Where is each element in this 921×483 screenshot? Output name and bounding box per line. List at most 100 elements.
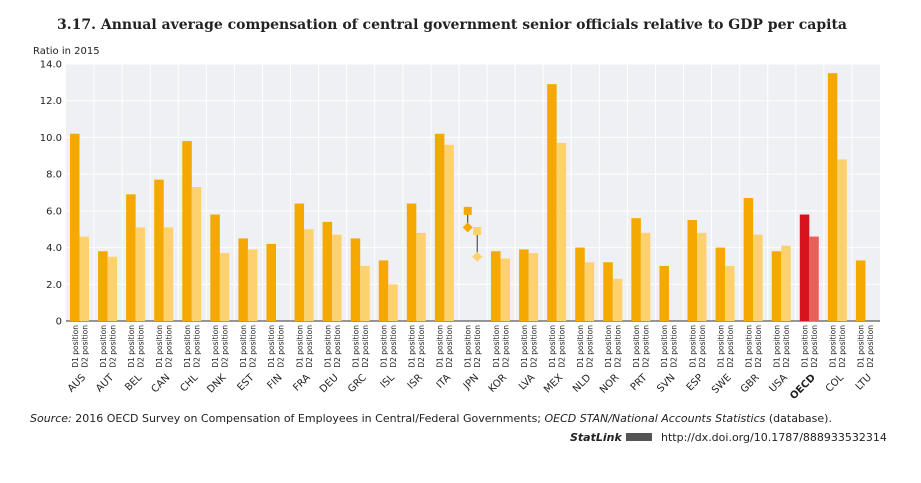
bar xyxy=(781,245,791,321)
series-sublabel: D2 position xyxy=(866,325,875,368)
series-sublabel: D2 position xyxy=(670,325,679,368)
series-sublabel: D2 position xyxy=(614,325,623,368)
x-tick-label: ITA xyxy=(435,372,454,391)
bar xyxy=(725,265,735,321)
x-tick-label: JPN xyxy=(461,372,481,392)
series-sublabel: D2 position xyxy=(193,325,202,368)
series-sublabel: D2 position xyxy=(642,325,651,368)
source-text: OECD STAN/National Accounts Statistics xyxy=(545,412,766,425)
bar xyxy=(304,229,314,321)
x-tick-label: DEU xyxy=(318,372,341,395)
series-sublabel: D2 position xyxy=(782,325,791,368)
series-sublabel: D1 position xyxy=(408,325,417,368)
x-tick-label: AUT xyxy=(94,372,117,395)
series-sublabel: D2 position xyxy=(698,325,707,368)
bar xyxy=(584,262,595,321)
x-tick-label: BEL xyxy=(123,372,144,393)
series-sublabel: D1 position xyxy=(183,325,192,368)
series-sublabel: D1 position xyxy=(548,325,557,368)
x-tick-label: OECD xyxy=(788,372,818,402)
x-tick-label: SWE xyxy=(710,372,734,396)
series-sublabel: D1 position xyxy=(492,325,501,368)
series-sublabel: D1 position xyxy=(464,325,473,368)
x-tick-label: NOR xyxy=(598,372,622,396)
bar xyxy=(416,232,426,321)
bar xyxy=(659,265,669,321)
x-tick-label: DNK xyxy=(205,372,228,395)
bar xyxy=(294,203,305,321)
series-sublabel: D2 position xyxy=(501,325,510,368)
series-sublabel: D1 position xyxy=(380,325,389,368)
x-tick-label: FIN xyxy=(265,372,284,391)
bar xyxy=(687,220,698,321)
y-tick-label: 6.0 xyxy=(46,206,62,217)
bar xyxy=(210,214,220,321)
y-tick-label: 10.0 xyxy=(40,133,62,144)
y-tick-label: 14.0 xyxy=(40,60,62,71)
range-high-marker xyxy=(463,206,472,215)
bar xyxy=(799,214,810,321)
series-sublabel: D2 position xyxy=(585,325,594,368)
bar xyxy=(332,234,342,321)
bar xyxy=(388,284,398,321)
x-tick-label: LTU xyxy=(854,372,874,392)
bar xyxy=(434,133,445,321)
series-sublabel: D1 position xyxy=(99,325,108,368)
bar xyxy=(519,249,529,321)
range-low-marker xyxy=(462,222,473,233)
x-tick-label: FRA xyxy=(291,372,312,393)
bar xyxy=(837,159,847,321)
series-sublabel: D2 position xyxy=(333,325,342,368)
source-text: (database). xyxy=(765,412,832,425)
bar xyxy=(378,260,389,321)
series-sublabel: D1 position xyxy=(716,325,725,368)
series-sublabel: D1 position xyxy=(801,325,810,368)
series-sublabel: D2 position xyxy=(249,325,258,368)
bar xyxy=(640,232,651,321)
series-sublabel: D2 position xyxy=(726,325,735,368)
bar xyxy=(612,278,623,321)
series-sublabel: D2 position xyxy=(277,325,286,368)
bar xyxy=(753,234,763,321)
bar xyxy=(70,133,80,321)
source-label: Source: xyxy=(30,412,72,425)
series-sublabel: D2 position xyxy=(810,325,819,368)
series-sublabel: D2 position xyxy=(361,325,370,368)
series-sublabel: D1 position xyxy=(520,325,529,368)
range-high-marker xyxy=(473,227,482,236)
series-sublabel: D2 position xyxy=(754,325,763,368)
x-tick-label: CAN xyxy=(150,372,173,395)
series-sublabel: D2 position xyxy=(529,325,538,368)
series-sublabel: D1 position xyxy=(211,325,220,368)
x-tick-label: NLD xyxy=(571,372,594,395)
bar xyxy=(444,144,454,321)
bar xyxy=(631,218,641,321)
bar xyxy=(107,256,118,321)
bar xyxy=(219,253,230,321)
series-sublabel: D2 position xyxy=(136,325,145,368)
series-sublabel: D2 position xyxy=(221,325,230,368)
series-sublabel: D1 position xyxy=(604,325,613,368)
x-tick-label: GBR xyxy=(739,372,762,395)
bar xyxy=(715,247,726,321)
bar xyxy=(771,251,782,321)
bar xyxy=(743,198,754,321)
x-tick-label: KOR xyxy=(487,372,510,395)
series-sublabel: D2 position xyxy=(164,325,173,368)
y-tick-label: 12.0 xyxy=(40,96,62,107)
series-sublabel: D2 position xyxy=(108,325,117,368)
url[interactable]: http://dx.doi.org/10.1787/888933532314 xyxy=(661,431,887,444)
statlink-icon xyxy=(626,433,652,441)
y-tick-label: 8.0 xyxy=(46,170,62,181)
bar xyxy=(266,243,276,321)
bar xyxy=(491,251,501,321)
x-tick-label: LVA xyxy=(517,372,537,392)
series-sublabel: D1 position xyxy=(632,325,641,368)
series-sublabel: D2 position xyxy=(445,325,454,368)
x-tick-label: USA xyxy=(767,372,790,395)
series-sublabel: D1 position xyxy=(239,325,248,368)
source: Source: 2016 OECD Survey on Compensation… xyxy=(30,412,832,425)
bar xyxy=(575,247,585,321)
series-sublabel: D1 position xyxy=(744,325,753,368)
bar xyxy=(191,186,202,321)
